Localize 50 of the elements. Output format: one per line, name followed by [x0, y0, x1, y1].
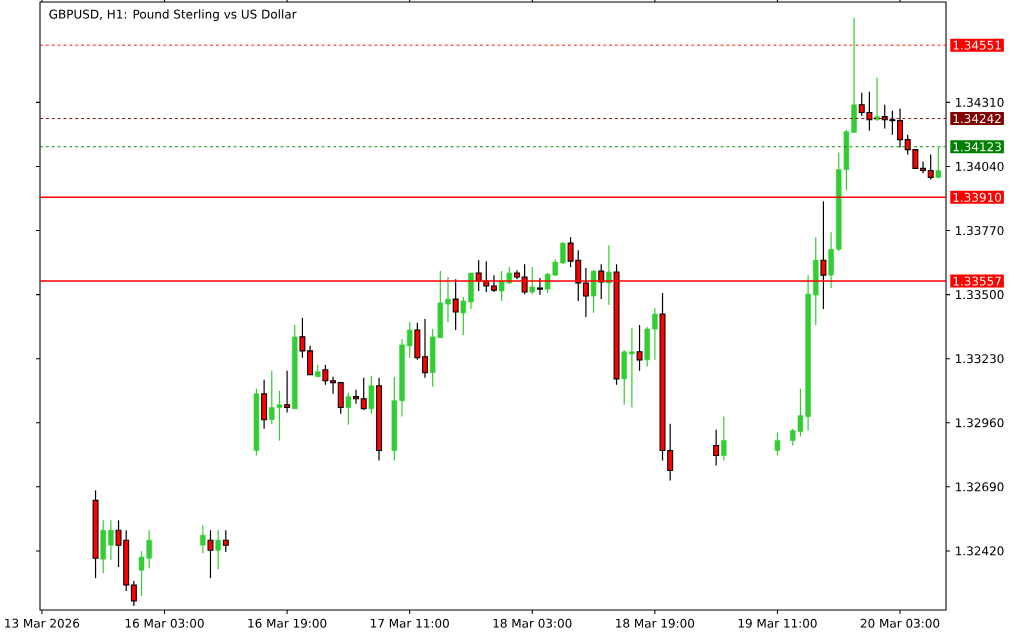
y-tick-label: 1.33230 [956, 354, 1004, 364]
candlestick [927, 153, 934, 181]
candlestick [636, 324, 643, 372]
ref-line-label: 1.34551 [953, 40, 1001, 50]
x-tick-label: 19 Mar 11:00 [738, 618, 817, 628]
candlestick [774, 431, 781, 457]
x-tick-label: 13 Mar 2026 [5, 618, 80, 628]
x-tick-label: 18 Mar 19:00 [616, 618, 695, 628]
x-tick-label: 17 Mar 11:00 [370, 618, 449, 628]
candlestick [360, 377, 367, 411]
y-tick-label: 1.32960 [956, 418, 1004, 428]
candlestick [130, 580, 137, 607]
text: GBPUSD, H1: Pound Sterling vs US Dollar [49, 9, 297, 21]
x-tick-label: 16 Mar 03:00 [125, 618, 204, 628]
y-tick-label: 1.33500 [956, 290, 1004, 300]
candlestick [606, 244, 612, 306]
candlestick [422, 318, 428, 379]
candlestick [200, 524, 206, 554]
candlestick [406, 321, 413, 359]
candlestick [215, 529, 221, 570]
candlestick [874, 77, 880, 122]
candlestick [713, 429, 720, 467]
candlestick [920, 160, 927, 174]
candlestick [207, 529, 214, 579]
candlestick [368, 375, 375, 415]
y-tick-label: 1.34310 [956, 97, 1004, 107]
ref-line-label: 1.34242 [953, 113, 1001, 124]
candlestick [284, 370, 291, 414]
candlestick [445, 276, 451, 323]
candlestick [529, 266, 535, 295]
candlestick [935, 146, 942, 179]
candlestick [629, 327, 635, 409]
x-tick-label: 18 Mar 03:00 [493, 618, 572, 628]
candlestick [652, 307, 658, 361]
y-tick-label: 1.34040 [956, 161, 1004, 171]
ref-line-label: 1.33557 [953, 276, 1001, 286]
candlestick [721, 415, 727, 462]
candlestick [897, 107, 904, 149]
y-tick-label: 1.32690 [956, 482, 1004, 492]
x-tick-label: 20 Mar 03:00 [860, 618, 940, 628]
y-tick-label: 1.32420 [956, 546, 1004, 556]
y-tick-label: 1.33770 [956, 225, 1004, 236]
candlestick [222, 529, 229, 553]
candlestick [108, 519, 114, 561]
candlestick [460, 296, 467, 336]
candlestick [353, 389, 360, 405]
x-tick-label: 16 Mar 19:00 [248, 618, 327, 628]
ref-line-label: 1.33910 [953, 192, 1002, 202]
ref-line-label: 1.34123 [953, 142, 1001, 152]
candlestick [345, 392, 352, 426]
